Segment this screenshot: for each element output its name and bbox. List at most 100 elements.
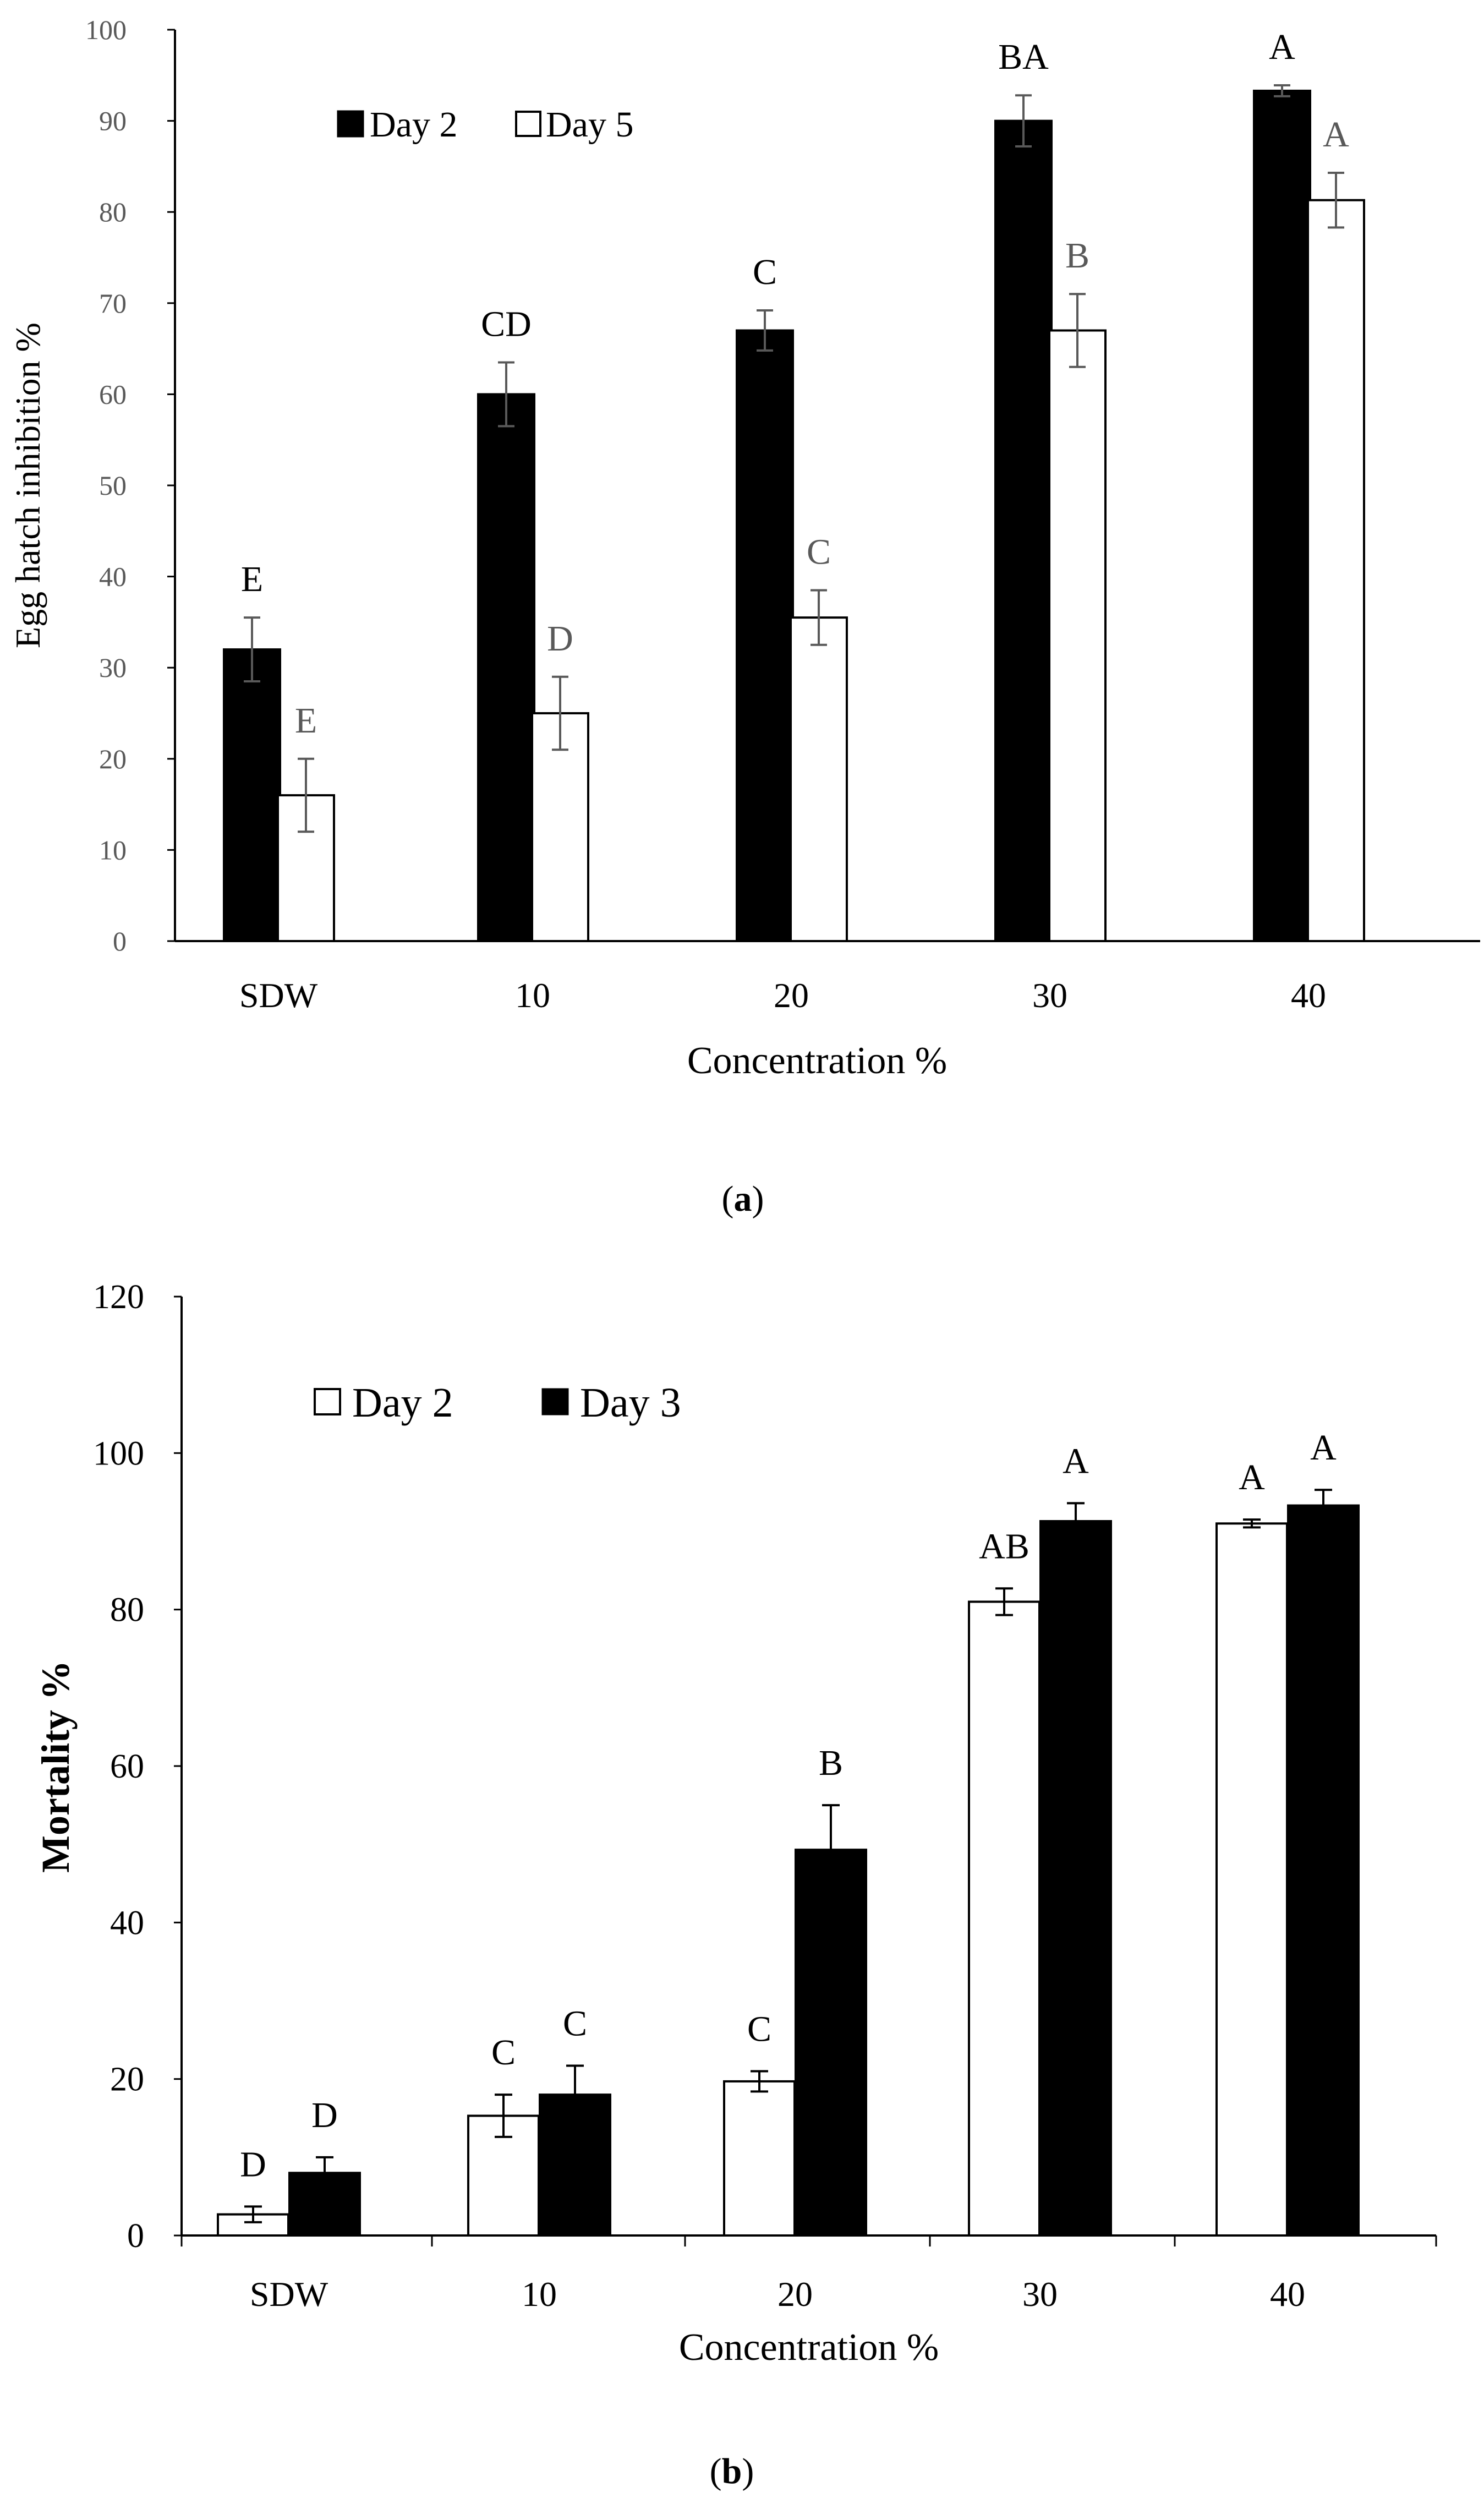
error-bar-day3 [316,2156,333,2190]
significance-letter-day2: AB [979,1526,1030,1566]
y-tick-label: 0 [113,926,127,956]
y-tick-label: 100 [93,1435,144,1472]
legend-label-day2: Day 2 [352,1380,453,1426]
error-bar-day2 [751,2070,768,2093]
error-bar-day2 [495,2093,512,2138]
significance-letter-day5: B [1065,236,1089,276]
significance-letter-day2: A [1239,1457,1265,1497]
x-tick-label: 40 [1270,2275,1305,2314]
significance-letter-day2: C [753,252,777,292]
bar-day3 [795,1849,867,2237]
bar-day5 [1307,199,1365,942]
significance-letter-day2: E [241,559,263,599]
error-bar-day2 [244,2205,262,2223]
x-tick-label: 40 [1291,976,1326,1015]
legend-swatch-day5 [515,111,541,137]
bar-day2 [968,1600,1041,2237]
significance-letter-day2: C [491,2032,516,2073]
bar-day2 [1215,1522,1288,2237]
legend: Day 2 Day 5 [337,105,633,145]
legend-label-day3: Day 3 [580,1380,681,1426]
bar-day2 [223,648,281,942]
x-tick-label: 10 [522,2275,557,2314]
x-axis-category-labels: SDW 10 20 30 40 [239,976,1326,1015]
y-axis-ticks: 0 20 40 60 80 100 120 [93,1278,182,2255]
error-bar-day5 [552,675,568,751]
significance-letter-day3: C [563,2003,587,2043]
y-tick-label: 50 [99,470,127,501]
significance-letter-day3: D [311,2095,338,2135]
bar-day5 [1048,329,1107,942]
legend-swatch-day2 [337,110,364,138]
legend-swatch-day3 [541,1388,569,1415]
error-bar-day5 [298,757,314,833]
y-tick-label: 40 [110,1904,144,1942]
y-tick-label: 70 [99,288,127,319]
x-tick-label: 30 [1022,2275,1058,2314]
error-bar-day5 [1328,171,1344,229]
error-bar-day5 [811,589,827,646]
x-axis-category-dividers [180,2235,1437,2246]
y-tick-label: 20 [99,744,127,774]
y-tick-label: 10 [99,834,127,865]
error-bar-day2 [995,1587,1013,1616]
significance-letter-day2: C [747,2009,771,2049]
bars [223,89,1365,943]
significance-letter-day5: A [1323,114,1349,155]
significance-letter-day5: E [295,701,317,741]
x-axis-title: Concentration % [687,1040,947,1082]
bar-day2 [994,119,1053,943]
bars [217,1504,1360,2237]
significance-letter-day2: A [1269,27,1295,67]
bar-day5 [531,712,589,942]
y-tick-label: 60 [110,1748,144,1785]
bar-day2 [1253,89,1311,942]
x-tick-label: 20 [774,976,809,1015]
significance-letter-day2: CD [481,304,532,344]
error-bar-day3 [1315,1489,1332,1523]
significance-letter-day3: A [1063,1441,1089,1481]
legend-label-day2: Day 2 [370,105,457,145]
significance-letter-day2: D [240,2144,266,2184]
error-bar-day3 [822,1804,840,1896]
panel-caption-a: (a) [722,1179,764,1219]
bar-day2 [477,393,535,942]
y-axis-ticks: 0 10 20 30 40 50 60 70 80 90 100 [85,14,175,956]
significance-letter-day3: A [1310,1428,1337,1468]
y-tick-label: 30 [99,652,127,683]
bar-day5 [790,616,848,942]
significance-letter-day5: C [807,532,831,572]
error-bar-day2 [244,616,260,683]
legend-swatch-day2 [314,1388,341,1415]
y-tick-label: 40 [99,561,127,592]
y-axis-title: Egg hatch inhibition % [8,323,47,648]
bar-day2 [736,329,794,942]
significance-letter-day2: BA [998,37,1049,77]
bar-day3 [1287,1504,1360,2237]
panel-caption-b: (b) [710,2451,754,2491]
error-bars [244,84,1344,833]
x-axis-title: Concentration % [679,2326,939,2369]
error-bar-day3 [1067,1502,1085,1540]
error-bar-day2 [757,309,773,352]
error-bar-day5 [1069,293,1086,368]
legend: Day 2 Day 3 [314,1380,681,1426]
x-axis-category-labels: SDW 10 20 30 40 [250,2275,1305,2314]
error-bar-day2 [1243,1518,1261,1529]
error-bar-day2 [498,361,514,428]
significance-letter-day5: D [547,619,573,659]
error-bars [244,1489,1332,2223]
y-tick-label: 0 [127,2217,144,2255]
y-axis-title: Mortality % [34,1660,78,1873]
legend-label-day5: Day 5 [546,105,633,145]
x-tick-label: SDW [250,2275,328,2314]
error-bar-day2 [1015,94,1032,147]
significance-letters: D C C AB A D C B A A [240,1428,1337,2184]
error-bar-day3 [566,2064,584,2125]
bar-day3 [1039,1520,1112,2237]
error-bar-day2 [1274,84,1290,97]
